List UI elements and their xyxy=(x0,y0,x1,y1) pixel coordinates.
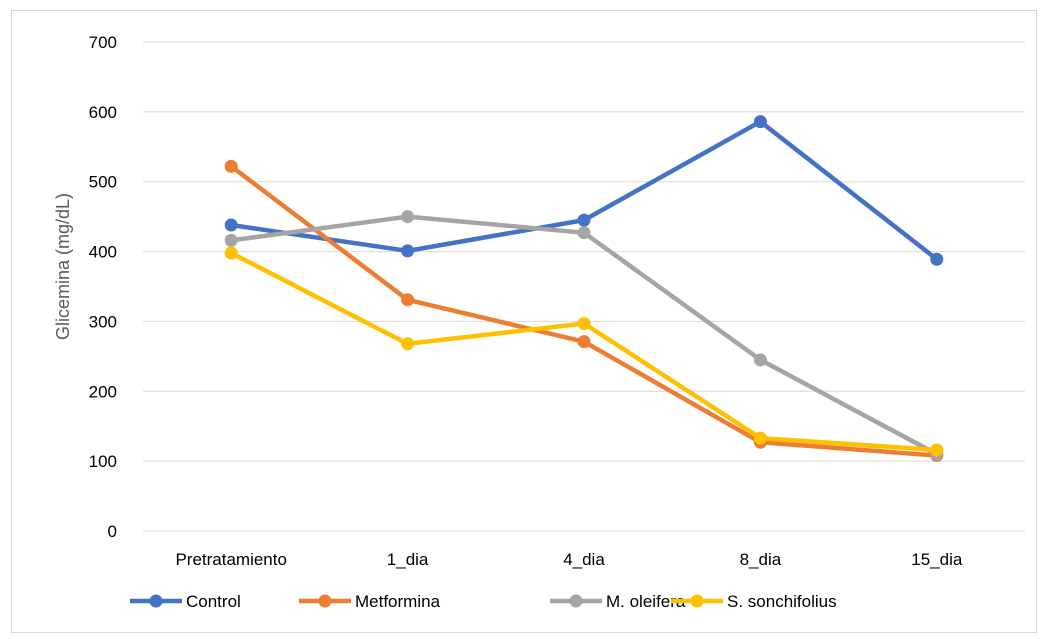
legend-item: Metformina xyxy=(299,592,441,611)
data-point xyxy=(753,431,767,445)
series-layer xyxy=(224,115,944,463)
data-point xyxy=(401,337,415,351)
data-point xyxy=(577,317,591,331)
data-point xyxy=(753,115,767,129)
y-tick-label: 700 xyxy=(89,33,117,52)
data-point xyxy=(401,244,415,258)
data-point xyxy=(577,335,591,349)
y-axis-title: Glicemina (mg/dL) xyxy=(53,193,73,340)
legend-label: Metformina xyxy=(355,592,441,611)
data-point xyxy=(401,210,415,224)
data-point xyxy=(577,213,591,227)
legend-swatch-marker xyxy=(318,594,332,608)
series-s-sonchifolius xyxy=(224,246,944,457)
legend-swatch-marker xyxy=(690,594,704,608)
legend-item: S. sonchifolius xyxy=(671,592,837,611)
series-line xyxy=(228,250,940,453)
x-tick-label: 1_dia xyxy=(387,550,429,569)
legend-item: M. oleifera xyxy=(550,592,686,611)
y-tick-label: 100 xyxy=(89,452,117,471)
data-point xyxy=(224,218,238,232)
data-point xyxy=(401,293,415,307)
series-control xyxy=(224,115,944,266)
x-tick-labels: Pretratamiento 1_dia 4_dia 8_dia 15_dia xyxy=(175,550,962,569)
x-tick-label: 4_dia xyxy=(563,550,605,569)
y-tick-label: 200 xyxy=(89,382,117,401)
data-point xyxy=(224,246,238,260)
legend-label: M. oleifera xyxy=(606,592,686,611)
legend-label: S. sonchifolius xyxy=(727,592,837,611)
y-tick-label: 400 xyxy=(89,243,117,262)
data-point xyxy=(577,226,591,240)
legend-swatch-marker xyxy=(149,594,163,608)
grid-lines xyxy=(143,41,1025,532)
legend-item: Control xyxy=(130,592,241,611)
data-point xyxy=(224,233,238,247)
y-tick-label: 500 xyxy=(89,173,117,192)
x-tick-label: 8_dia xyxy=(740,550,782,569)
y-tick-labels: 0 100 200 300 400 500 600 700 xyxy=(89,33,117,541)
line-chart: 0 100 200 300 400 500 600 700 Pretratamiento 1_d… xyxy=(53,33,1025,611)
x-tick-label: Pretratamiento xyxy=(175,550,287,569)
legend-swatch-marker xyxy=(569,594,583,608)
x-tick-label: 15_dia xyxy=(911,550,963,569)
data-point xyxy=(224,159,238,173)
y-tick-label: 600 xyxy=(89,103,117,122)
series-metformina xyxy=(224,159,944,463)
series-line xyxy=(228,164,940,458)
data-point xyxy=(753,353,767,367)
legend: Control Metformina M. oleifera S. sonchifol… xyxy=(130,592,837,611)
data-point xyxy=(930,443,944,457)
y-tick-label: 300 xyxy=(89,312,117,331)
chart-frame: 0 100 200 300 400 500 600 700 Pretratamiento 1_d… xyxy=(11,10,1037,633)
y-tick-label: 0 xyxy=(108,522,117,541)
legend-label: Control xyxy=(186,592,241,611)
data-point xyxy=(930,252,944,266)
